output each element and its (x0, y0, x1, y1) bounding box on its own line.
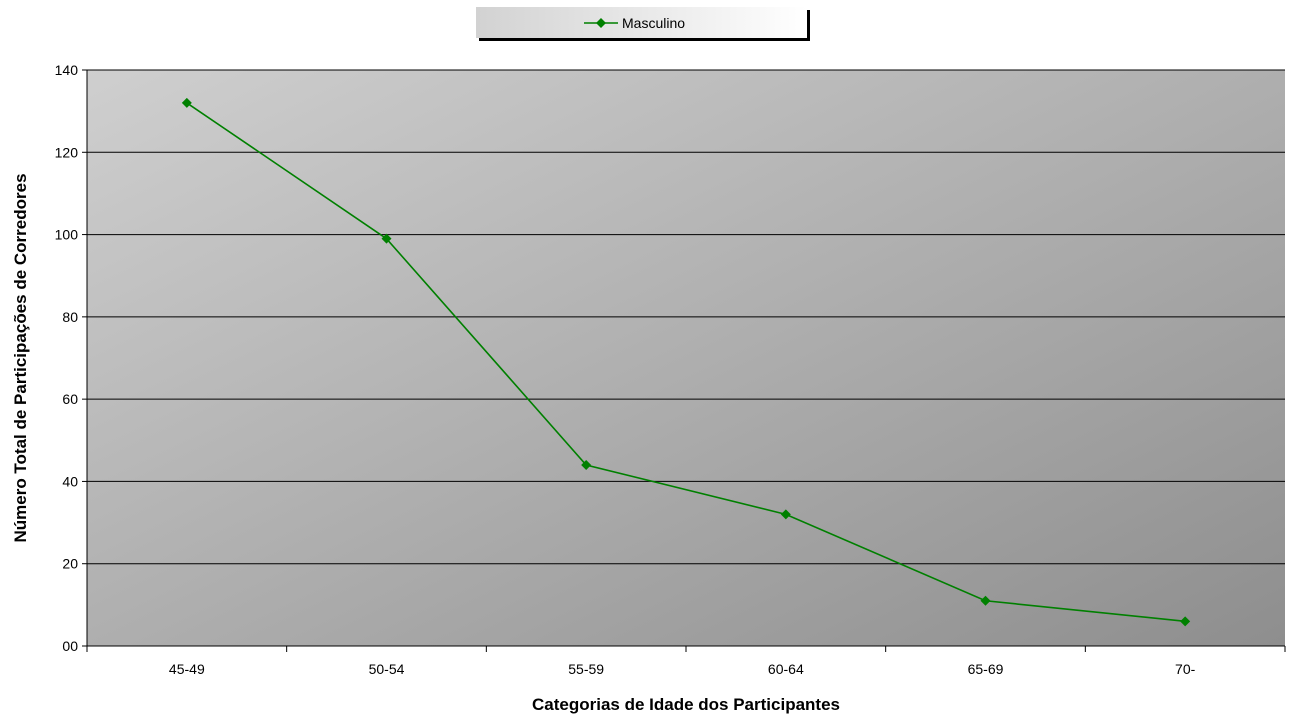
x-tick-label: 60-64 (768, 661, 804, 677)
series-line (186, 102, 1186, 623)
data-point-50-54 (381, 233, 392, 244)
y-tick-label: 120 (55, 144, 79, 160)
y-tick-label: 80 (62, 309, 78, 325)
gridlines (87, 69, 1285, 565)
y-tick-label: 40 (62, 473, 78, 489)
data-point-45-49 (181, 97, 192, 108)
x-axis-title: Categorias de Idade dos Participantes (532, 695, 840, 714)
x-axis-ticks: 45-49 50-54 55-59 60-64 65-69 70- (86, 646, 1286, 677)
y-tick-label: 00 (62, 638, 78, 654)
y-tick-label: 60 (62, 391, 78, 407)
y-axis-title: Número Total de Participações de Corredo… (11, 173, 30, 542)
y-tick-label: 140 (55, 62, 79, 78)
y-tick-label: 100 (55, 227, 79, 243)
series-masculino (181, 97, 1191, 627)
y-tick-label: 20 (62, 556, 78, 572)
y-axis-ticks: 00 20 40 60 80 100 120 140 (55, 62, 87, 654)
legend: Masculino (476, 7, 810, 41)
x-tick-label: 50-54 (369, 661, 405, 677)
data-point-70- (1180, 616, 1191, 627)
legend-entry-masculino: Masculino (622, 15, 685, 31)
data-point-65-69 (980, 595, 991, 606)
x-tick-label: 45-49 (169, 661, 205, 677)
data-point-55-59 (581, 459, 592, 470)
plot-area (87, 70, 1285, 646)
legend-marker-swatch (596, 18, 606, 28)
x-tick-label: 65-69 (968, 661, 1004, 677)
data-point-60-64 (780, 509, 791, 520)
legend-box (476, 7, 807, 38)
x-tick-label: 70- (1175, 661, 1196, 677)
x-tick-label: 55-59 (568, 661, 604, 677)
